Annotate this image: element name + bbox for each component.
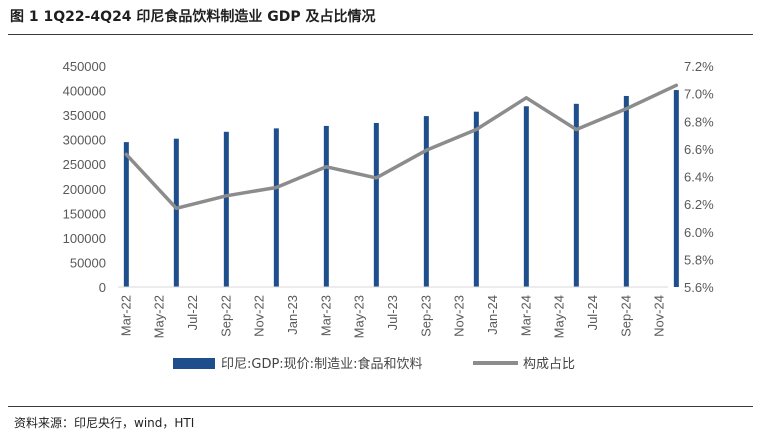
x-tick-label: May-22 <box>152 295 167 338</box>
x-tick-label: Jul-24 <box>585 295 600 330</box>
left-tick-label: 450000 <box>63 59 106 74</box>
gdp-bar <box>523 106 529 287</box>
x-axis-ticks: Mar-22 May-22 Jul-22 Sep-22 Nov-22 Jan-23 Mar-… <box>118 295 666 338</box>
gdp-bar <box>323 125 329 287</box>
share-point <box>124 152 128 156</box>
share-point <box>474 128 478 132</box>
gdp-bar <box>473 111 479 287</box>
right-tick-label: 6.8% <box>684 114 714 129</box>
left-tick-label: 300000 <box>63 133 106 148</box>
left-tick-label: 250000 <box>63 157 106 172</box>
share-point <box>224 194 228 198</box>
x-tick-label: Sep-22 <box>218 295 233 337</box>
x-tick-label: Sep-23 <box>418 295 433 337</box>
right-tick-label: 6.4% <box>684 170 714 185</box>
share-point <box>324 165 328 169</box>
share-point <box>574 128 578 132</box>
x-tick-label: Sep-24 <box>618 295 633 337</box>
right-tick-label: 7.2% <box>684 59 714 74</box>
share-point <box>274 186 278 190</box>
share-line-path <box>124 83 679 211</box>
x-tick-label: May-23 <box>352 295 367 338</box>
share-point <box>524 96 528 100</box>
figure-title: 图 1 1Q22-4Q24 印尼食品饮料制造业 GDP 及占比情况 <box>10 9 376 25</box>
gdp-bar <box>273 128 279 287</box>
gdp-bar <box>173 138 179 287</box>
gdp-bar <box>673 90 679 287</box>
legend-label-share: 构成占比 <box>523 357 575 372</box>
right-tick-label: 5.6% <box>684 280 714 295</box>
share-point <box>374 176 378 180</box>
share-point <box>424 148 428 152</box>
left-axis-ticks: 0 50000 100000 150000 200000 250000 300000 3500… <box>63 59 106 295</box>
x-tick-label: Nov-22 <box>252 295 267 337</box>
right-tick-label: 6.0% <box>684 225 714 240</box>
left-tick-label: 350000 <box>63 108 106 123</box>
gdp-bar <box>373 122 379 287</box>
title-rule <box>8 34 753 35</box>
right-tick-label: 5.8% <box>684 252 714 267</box>
left-tick-label: 100000 <box>63 231 106 246</box>
left-tick-label: 400000 <box>63 84 106 99</box>
legend: 印尼:GDP:现价:制造业:食品和饮料 构成占比 <box>173 356 575 372</box>
x-tick-label: Jan-24 <box>485 295 500 335</box>
gdp-bar <box>623 95 629 287</box>
share-point <box>174 206 178 210</box>
gdp-bar <box>573 103 579 287</box>
right-tick-label: 7.0% <box>684 87 714 102</box>
x-tick-label: Mar-22 <box>118 295 133 336</box>
gdp-bar <box>423 116 429 288</box>
source-note: 资料来源：印尼央行，wind，HTI <box>14 416 195 430</box>
left-tick-label: 0 <box>99 280 106 295</box>
x-tick-label: Jul-22 <box>185 295 200 330</box>
x-tick-label: May-24 <box>552 295 567 338</box>
share-line <box>124 83 679 211</box>
legend-swatch-gdp <box>173 358 215 369</box>
legend-label-gdp: 印尼:GDP:现价:制造业:食品和饮料 <box>221 356 422 372</box>
left-tick-label: 150000 <box>63 206 106 221</box>
x-tick-label: Jan-23 <box>285 295 300 335</box>
share-point <box>674 83 678 87</box>
gdp-bars <box>123 90 679 288</box>
x-tick-label: Mar-24 <box>518 295 533 336</box>
left-tick-label: 200000 <box>63 182 106 197</box>
x-tick-label: Jul-23 <box>385 295 400 330</box>
gdp-bar <box>223 131 229 287</box>
right-axis-ticks: 5.6% 5.8% 6.0% 6.2% 6.4% 6.6% 6.8% 7.0% 7.2% <box>684 59 714 295</box>
x-tick-label: Nov-24 <box>652 295 667 337</box>
right-tick-label: 6.2% <box>684 197 714 212</box>
x-tick-label: Nov-23 <box>452 295 467 337</box>
source-rule <box>8 406 753 407</box>
share-point <box>624 107 628 111</box>
right-tick-label: 6.6% <box>684 142 714 157</box>
gdp-bar <box>123 142 129 287</box>
x-tick-label: Mar-23 <box>318 295 333 336</box>
left-tick-label: 50000 <box>70 255 106 270</box>
